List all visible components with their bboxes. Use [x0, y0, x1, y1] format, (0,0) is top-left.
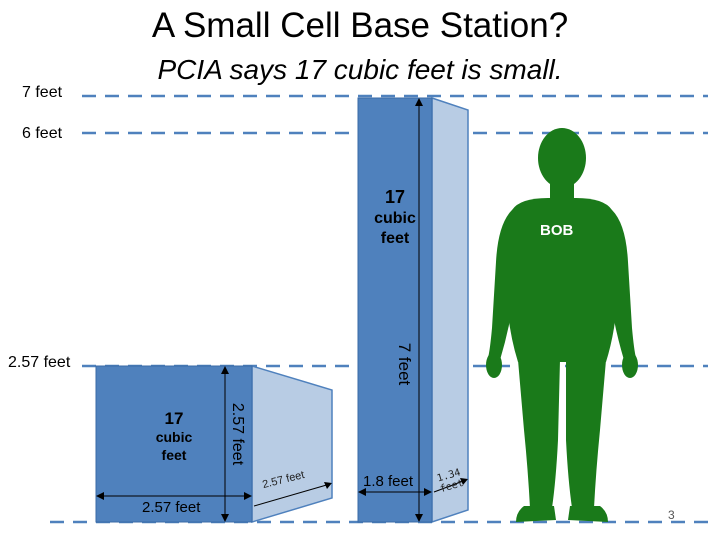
- cube-box-label-line1: 17: [164, 409, 184, 428]
- cube-height-arrow-bottom: [221, 514, 229, 522]
- cube-width-arrow-left: [96, 492, 104, 500]
- cube-depth-arrow: [253, 483, 331, 507]
- cube-height-arrow-top: [221, 366, 229, 374]
- tall-box-volume-label: 17 cubic feet: [368, 186, 422, 249]
- cube-box-label-line2: cubic: [155, 429, 193, 446]
- tall-box-label-line1: 17: [384, 187, 406, 207]
- tall-arrow-head-bottom: [415, 514, 423, 522]
- tall-depth-arrow: [433, 479, 467, 493]
- two57-feet-label: 2.57 feet: [8, 354, 71, 371]
- cube-box-volume-label: 17 cubic feet: [144, 408, 204, 464]
- person-name-label: BOB: [540, 222, 574, 239]
- tall-box-label-line2: cubic: [374, 209, 416, 227]
- tall-box-side: [431, 96, 469, 524]
- tall-box-front: [357, 97, 433, 523]
- seven-feet-label: 7 feet: [22, 84, 63, 101]
- tall-box-label-line3: feet: [380, 229, 410, 247]
- page-number: 3: [668, 508, 675, 522]
- person-silhouette: [486, 128, 638, 522]
- cube-box-height-label: 2.57 feet: [229, 402, 246, 466]
- tall-arrow-head-top: [415, 98, 423, 106]
- cube-width-arrow-right: [244, 492, 252, 500]
- cube-box-label-line3: feet: [161, 446, 187, 463]
- tall-box-height-label: 7 feet: [395, 342, 414, 386]
- cube-box-side: [251, 364, 333, 524]
- cube-depth-arrow-end: [324, 482, 332, 489]
- slide-subtitle: PCIA says 17 cubic feet is small.: [157, 54, 563, 85]
- cube-box-width-label: 2.57 feet: [142, 499, 201, 516]
- tall-depth-arrow-end: [460, 478, 468, 485]
- tall-width-arrow-right: [424, 488, 432, 496]
- tall-width-arrow-left: [358, 488, 366, 496]
- tall-box-width-label: 1.8 feet: [363, 473, 414, 490]
- six-feet-label: 6 feet: [22, 125, 63, 142]
- slide-title: A Small Cell Base Station?: [151, 6, 569, 45]
